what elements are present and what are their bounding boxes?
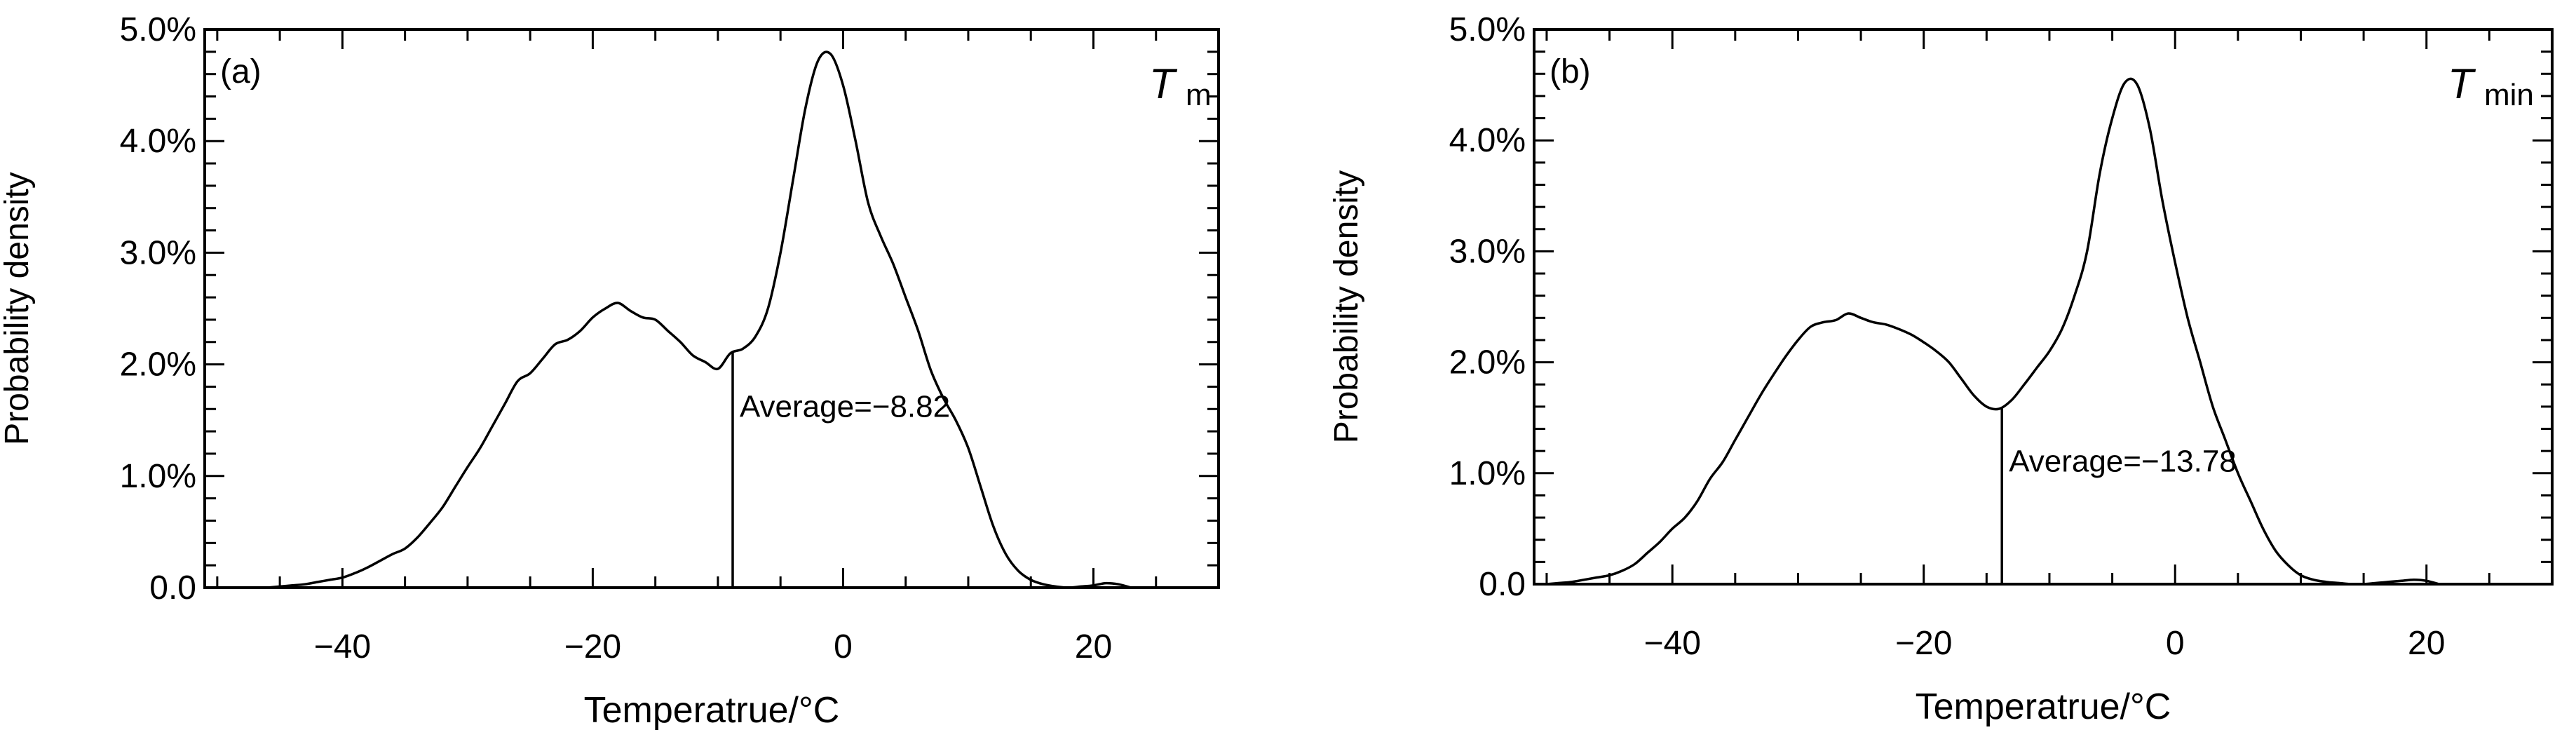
y-tick-label: 0.0 xyxy=(1479,566,1526,603)
y-tick-labels: 0.0 1.0% 2.0% 3.0% 4.0% 5.0% xyxy=(120,11,196,607)
y-tick-label: 1.0% xyxy=(120,458,196,495)
x-axis-label: Temperatrue/°C xyxy=(1916,687,2171,727)
x-tick-label: 0 xyxy=(2166,625,2185,662)
plot-frame xyxy=(203,28,1220,589)
y-tick-label: 1.0% xyxy=(1449,455,1526,492)
x-tick-label: 20 xyxy=(1075,628,1112,665)
x-tick-label: 0 xyxy=(834,628,853,665)
y-tick-label: 2.0% xyxy=(120,346,196,384)
y-tick-label: 4.0% xyxy=(1449,122,1526,159)
panel-label: (a) xyxy=(220,53,262,90)
average-label: Average=−13.78 xyxy=(2009,444,2237,478)
axis-ticks xyxy=(205,28,1220,589)
y-tick-labels: 0.0 1.0% 2.0% 3.0% 4.0% 5.0% xyxy=(1449,11,1526,603)
variable-symbol: T xyxy=(2448,60,2476,107)
y-axis-label: Probability density xyxy=(1328,170,1365,444)
variable-symbol: T xyxy=(1149,60,1178,107)
y-tick-label: 3.0% xyxy=(1449,233,1526,270)
variable-symbol-main: T xyxy=(2448,60,2476,107)
panel-b: Average=−13.78 (b) T min Temperatrue/°C … xyxy=(1328,11,2554,727)
x-axis-label: Temperatrue/°C xyxy=(584,690,840,731)
plot-frame xyxy=(1533,28,2554,586)
y-axis-label: Probability density xyxy=(0,172,36,445)
y-tick-label: 2.0% xyxy=(1449,344,1526,381)
panel-label: (b) xyxy=(1550,53,1591,90)
variable-symbol-subscript: min xyxy=(2484,78,2534,112)
x-tick-label: −20 xyxy=(1895,625,1952,662)
variable-symbol-subscript: m xyxy=(1186,78,1212,112)
density-curve xyxy=(267,50,1132,589)
y-tick-label: 0.0 xyxy=(149,569,196,607)
y-tick-label: 4.0% xyxy=(120,123,196,160)
x-tick-label: 20 xyxy=(2408,625,2445,662)
density-curve xyxy=(1546,77,2440,586)
variable-symbol-main: T xyxy=(1149,60,1178,107)
y-tick-label: 5.0% xyxy=(120,11,196,48)
panel-a: Average=−8.82 (a) T m Temperatrue/°C Pro… xyxy=(0,11,1220,731)
y-tick-label: 3.0% xyxy=(120,234,196,271)
axis-ticks xyxy=(1534,28,2554,586)
y-tick-label: 5.0% xyxy=(1449,11,1526,48)
average-label: Average=−8.82 xyxy=(740,390,950,424)
x-tick-labels: −40 −20 0 20 xyxy=(1643,625,2445,662)
x-tick-label: −20 xyxy=(564,628,621,665)
x-tick-labels: −40 −20 0 20 xyxy=(314,628,1113,665)
x-tick-label: −40 xyxy=(314,628,371,665)
x-tick-label: −40 xyxy=(1643,625,1700,662)
